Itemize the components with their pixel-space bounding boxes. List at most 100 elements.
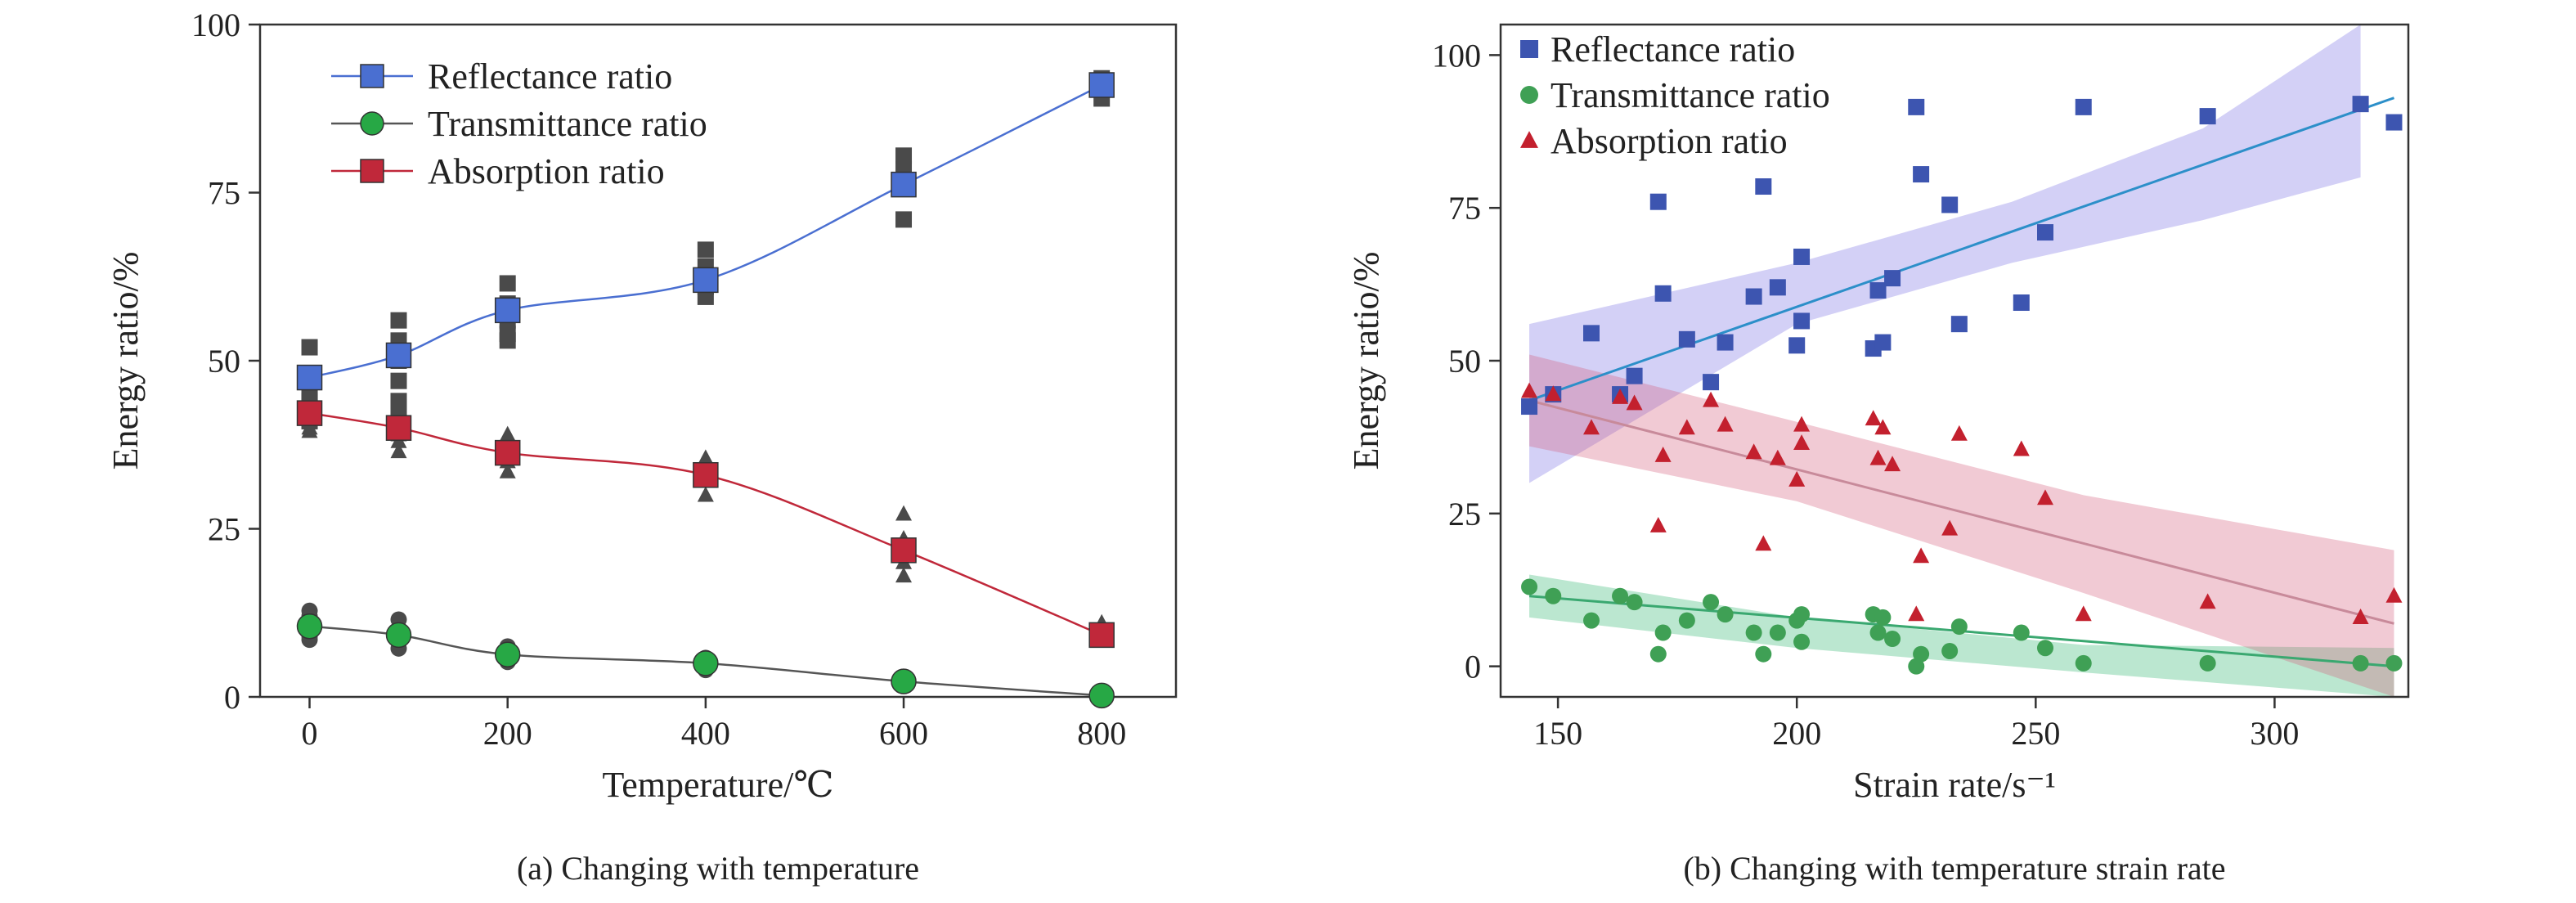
data-point bbox=[1865, 410, 1882, 426]
data-point bbox=[1869, 282, 1887, 299]
data-point bbox=[1654, 624, 1672, 641]
data-point bbox=[2199, 108, 2216, 125]
x-tick-label: 300 bbox=[2250, 715, 2299, 752]
data-point bbox=[1745, 443, 1762, 460]
mean-point bbox=[693, 267, 719, 294]
data-point bbox=[1793, 312, 1811, 330]
data-point bbox=[2385, 586, 2403, 603]
data-point bbox=[1678, 330, 1695, 348]
legend-marker bbox=[1520, 40, 1538, 58]
mean-point bbox=[1088, 682, 1115, 709]
data-point bbox=[1913, 166, 1930, 183]
panel-b-strain-rate: 150 200 250 300 0 25 50 75 100 Strain rate/s⁻¹ Ene… bbox=[1346, 23, 2410, 887]
mean-point bbox=[494, 297, 521, 324]
data-point bbox=[1941, 642, 1959, 659]
sample-point bbox=[697, 241, 714, 258]
y-tick-label: 25 bbox=[208, 511, 240, 548]
mean-point bbox=[1088, 72, 1115, 98]
y-tick-label: 50 bbox=[208, 343, 240, 380]
data-point bbox=[2385, 654, 2403, 672]
sample-point bbox=[301, 339, 318, 356]
data-point bbox=[1874, 609, 1892, 626]
confidence-band bbox=[1529, 354, 2394, 697]
data-point bbox=[1521, 382, 1538, 398]
mean-point bbox=[891, 171, 917, 198]
fit-line bbox=[1528, 97, 2394, 402]
data-point bbox=[1654, 285, 1672, 302]
data-point bbox=[1874, 419, 1892, 435]
data-point bbox=[1745, 288, 1762, 305]
data-point bbox=[2037, 640, 2053, 657]
y-tick-label: 75 bbox=[1448, 190, 1481, 227]
legend-marker bbox=[1520, 131, 1538, 148]
data-point bbox=[1793, 416, 1811, 432]
data-point bbox=[1626, 594, 1643, 611]
sample-point bbox=[390, 312, 407, 329]
data-point bbox=[1545, 587, 1562, 604]
mean-point bbox=[693, 461, 719, 488]
y-tick-label: 100 bbox=[1432, 37, 1481, 74]
sample-point bbox=[895, 567, 913, 583]
mean-point bbox=[296, 613, 323, 640]
x-tick-label: 150 bbox=[1533, 715, 1582, 752]
sample-point bbox=[499, 275, 516, 292]
data-point bbox=[1908, 605, 1925, 622]
y-axis-label: Energy ratio/% bbox=[105, 252, 146, 470]
data-point bbox=[1793, 248, 1811, 265]
mean-point bbox=[494, 439, 521, 466]
sample-point bbox=[697, 486, 714, 502]
data-point bbox=[1649, 645, 1667, 663]
data-point bbox=[1913, 645, 1930, 663]
data-point bbox=[1703, 391, 1720, 407]
data-point bbox=[1649, 516, 1667, 532]
sample-point bbox=[499, 462, 516, 478]
data-point bbox=[1678, 419, 1695, 435]
data-point bbox=[1703, 594, 1720, 611]
legend-label: Reflectance ratio bbox=[428, 56, 672, 97]
data-point bbox=[2385, 114, 2403, 131]
data-point bbox=[1626, 367, 1643, 384]
data-point bbox=[1545, 385, 1562, 402]
data-point bbox=[2352, 96, 2369, 113]
data-point bbox=[1583, 419, 1600, 435]
mean-point bbox=[494, 641, 521, 667]
y-tick-label: 25 bbox=[1448, 496, 1481, 532]
x-tick-label: 200 bbox=[1772, 715, 1821, 752]
data-point bbox=[1755, 178, 1772, 195]
data-point bbox=[1649, 193, 1667, 210]
data-point bbox=[2075, 605, 2092, 622]
sample-point bbox=[390, 372, 407, 389]
data-point bbox=[1884, 456, 1901, 472]
data-point bbox=[1908, 98, 1925, 115]
data-point bbox=[1678, 612, 1695, 629]
data-point bbox=[1703, 374, 1720, 391]
data-point bbox=[1717, 334, 1734, 351]
sample-point bbox=[895, 505, 913, 521]
legend-label: Absorption ratio bbox=[1551, 121, 1788, 161]
data-point bbox=[2013, 624, 2030, 641]
data-point bbox=[2037, 224, 2053, 241]
mean-point bbox=[385, 415, 412, 441]
legend-marker bbox=[360, 64, 384, 88]
data-point bbox=[1884, 270, 1901, 287]
mean-point bbox=[296, 400, 323, 426]
data-point bbox=[1612, 389, 1629, 404]
sample-point bbox=[390, 399, 407, 416]
panel-a-temperature: 0 200 400 600 800 0 25 50 75 100 Temperature/℃ Ener… bbox=[105, 7, 1178, 887]
mean-point bbox=[1088, 622, 1115, 649]
data-point bbox=[2199, 593, 2216, 609]
data-point bbox=[2037, 489, 2053, 505]
x-tick-label: 600 bbox=[879, 715, 928, 752]
data-point bbox=[1793, 434, 1811, 450]
legend-marker bbox=[360, 111, 384, 136]
data-point bbox=[1521, 398, 1538, 416]
data-point bbox=[2352, 609, 2369, 624]
data-point bbox=[2013, 294, 2030, 312]
data-point bbox=[1941, 519, 1959, 536]
data-point bbox=[1583, 325, 1600, 342]
mean-point bbox=[891, 537, 917, 564]
x-tick-label: 400 bbox=[681, 715, 730, 752]
data-point bbox=[1769, 624, 1786, 641]
